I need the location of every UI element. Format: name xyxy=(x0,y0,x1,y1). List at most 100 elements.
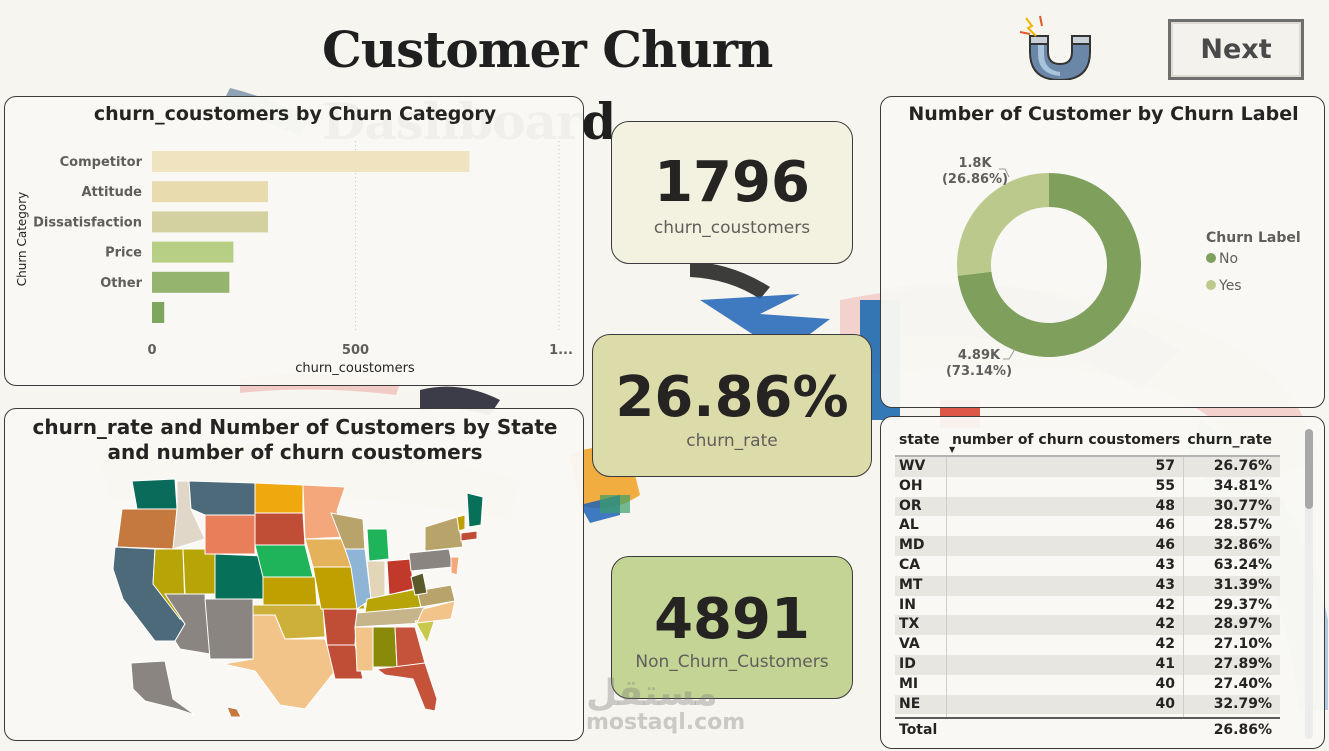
cell-churn-rate: 28.57% xyxy=(1213,517,1272,534)
col-header-churn-rate[interactable]: churn_rate xyxy=(1187,432,1272,448)
cell-churn-rate: 34.81% xyxy=(1213,477,1272,494)
data-label-yes-value: 1.8K xyxy=(958,156,992,171)
cell-churn-count: 40 xyxy=(1155,695,1175,712)
bar[interactable] xyxy=(152,241,234,263)
table-row[interactable]: OH 55 34.81% xyxy=(895,477,1280,497)
cell-state: IN xyxy=(899,596,916,613)
table-row[interactable]: TX 42 28.97% xyxy=(895,615,1280,636)
table-row[interactable]: MT 43 31.39% xyxy=(895,575,1280,596)
donut-slice-no[interactable] xyxy=(957,173,1141,357)
category-label: Other xyxy=(100,276,142,291)
state-az xyxy=(164,593,211,655)
map-title-line1: churn_rate and Number of Customers by St… xyxy=(32,415,558,439)
data-label-no-pct: (73.14%) xyxy=(946,364,1012,379)
kpi-non-churn-customers: 4891 Non_Churn_Customers xyxy=(611,556,853,699)
state-fl xyxy=(375,662,438,712)
kpi-non-churn-label: Non_Churn_Customers xyxy=(635,652,829,672)
cell-state: MD xyxy=(899,537,925,554)
table-scrollbar[interactable] xyxy=(1305,429,1313,739)
table-row[interactable]: NE 40 32.79% xyxy=(895,694,1280,715)
cell-churn-rate: 32.79% xyxy=(1213,695,1272,712)
bar[interactable] xyxy=(152,302,165,323)
legend-dot-yes xyxy=(1206,280,1216,290)
x-tick-label: 0 xyxy=(147,343,156,358)
cell-churn-rate: 26.76% xyxy=(1213,458,1272,474)
cell-state: MT xyxy=(899,576,923,593)
state-tx xyxy=(222,614,336,710)
state-ak xyxy=(130,660,196,716)
state-nd xyxy=(254,482,304,514)
column-divider xyxy=(1183,457,1184,719)
column-divider xyxy=(946,457,947,719)
cell-churn-count: 40 xyxy=(1155,675,1175,692)
state-vt xyxy=(456,514,466,532)
cell-churn-count: 57 xyxy=(1155,458,1175,474)
bar-chart-svg: Competitor Attitude Dissatisfaction Price Ot… xyxy=(15,141,573,376)
cell-churn-count: 46 xyxy=(1155,517,1175,534)
churn-label-donut-chart: Number of Customer by Churn Label 1.8K (2… xyxy=(880,96,1325,408)
state-la xyxy=(326,644,364,680)
table-row[interactable]: CA 43 63.24% xyxy=(895,556,1280,576)
state-il xyxy=(344,548,372,610)
cell-churn-rate: 30.77% xyxy=(1213,497,1272,514)
table-row[interactable]: MD 46 32.86% xyxy=(895,536,1280,556)
map-title: churn_rate and Number of Customers by St… xyxy=(5,415,585,465)
category-label: Price xyxy=(105,246,142,261)
dashboard-title: Customer Churn Dashboard xyxy=(322,20,773,151)
total-rate: 26.86% xyxy=(1213,722,1272,738)
cell-churn-count: 42 xyxy=(1155,616,1175,633)
bar[interactable] xyxy=(152,151,470,172)
state-nc xyxy=(416,600,456,624)
state-sd xyxy=(254,512,306,546)
state-mi xyxy=(366,528,390,562)
donut-slice-yes[interactable] xyxy=(957,173,1049,276)
table-row[interactable]: VA 42 27.10% xyxy=(895,635,1280,655)
legend-item-yes[interactable]: Yes xyxy=(1206,278,1242,294)
bar[interactable] xyxy=(152,181,268,203)
state-ma xyxy=(460,530,478,542)
watermark-url: mostaql.com xyxy=(586,710,746,735)
state-ks xyxy=(262,576,318,606)
cell-state: AL xyxy=(899,517,919,534)
bar[interactable] xyxy=(152,211,268,233)
state-map-card: churn_rate and Number of Customers by St… xyxy=(4,408,584,741)
watermark: مستقل mostaql.com xyxy=(586,673,746,736)
cell-churn-count: 43 xyxy=(1155,576,1175,593)
state-ny xyxy=(424,516,464,552)
cell-churn-rate: 27.40% xyxy=(1213,675,1272,692)
table-row[interactable]: MI 40 27.40% xyxy=(895,675,1280,695)
watermark-logo: مستقل xyxy=(586,673,718,714)
cell-churn-count: 48 xyxy=(1155,497,1175,514)
state-al xyxy=(372,626,398,668)
state-table: state number of churn coustomers churn_r… xyxy=(895,427,1280,719)
state-oh xyxy=(386,558,414,596)
col-header-churn-count[interactable]: number of churn coustomers xyxy=(952,432,1181,448)
us-state-map[interactable] xyxy=(5,409,585,742)
next-button[interactable]: Next xyxy=(1168,19,1304,80)
kpi-churn-rate-value: 26.86% xyxy=(615,365,849,430)
legend-label-yes: Yes xyxy=(1219,278,1242,294)
data-label-no-value: 4.89K xyxy=(958,348,1001,363)
table-row[interactable]: WV 57 26.76% xyxy=(895,457,1280,477)
legend-item-no[interactable]: No xyxy=(1206,251,1238,267)
donut-chart-title: Number of Customer by Churn Label xyxy=(908,103,1299,125)
legend-title: Churn Label xyxy=(1206,230,1301,246)
state-ms xyxy=(354,626,374,672)
table-row[interactable]: AL 46 28.57% xyxy=(895,516,1280,536)
state-pa xyxy=(408,548,454,572)
leader-line xyxy=(1003,348,1016,360)
category-label: Dissatisfaction xyxy=(33,215,142,230)
state-table-card: state number of churn coustomers churn_r… xyxy=(880,416,1325,749)
bar[interactable] xyxy=(152,271,230,293)
table-row[interactable]: ID 41 27.89% xyxy=(895,654,1280,675)
scrollbar-thumb[interactable] xyxy=(1305,429,1313,509)
state-co xyxy=(214,553,264,600)
state-nj xyxy=(450,556,460,576)
table-row[interactable]: OR 48 30.77% xyxy=(895,496,1280,517)
table-row[interactable]: IN 42 29.37% xyxy=(895,596,1280,616)
cell-state: OR xyxy=(899,497,922,514)
cell-churn-rate: 29.37% xyxy=(1213,596,1272,613)
col-header-state[interactable]: state xyxy=(899,432,940,448)
data-label-yes-pct: (26.86%) xyxy=(942,172,1008,187)
sort-desc-icon[interactable]: ▼ xyxy=(949,445,956,454)
